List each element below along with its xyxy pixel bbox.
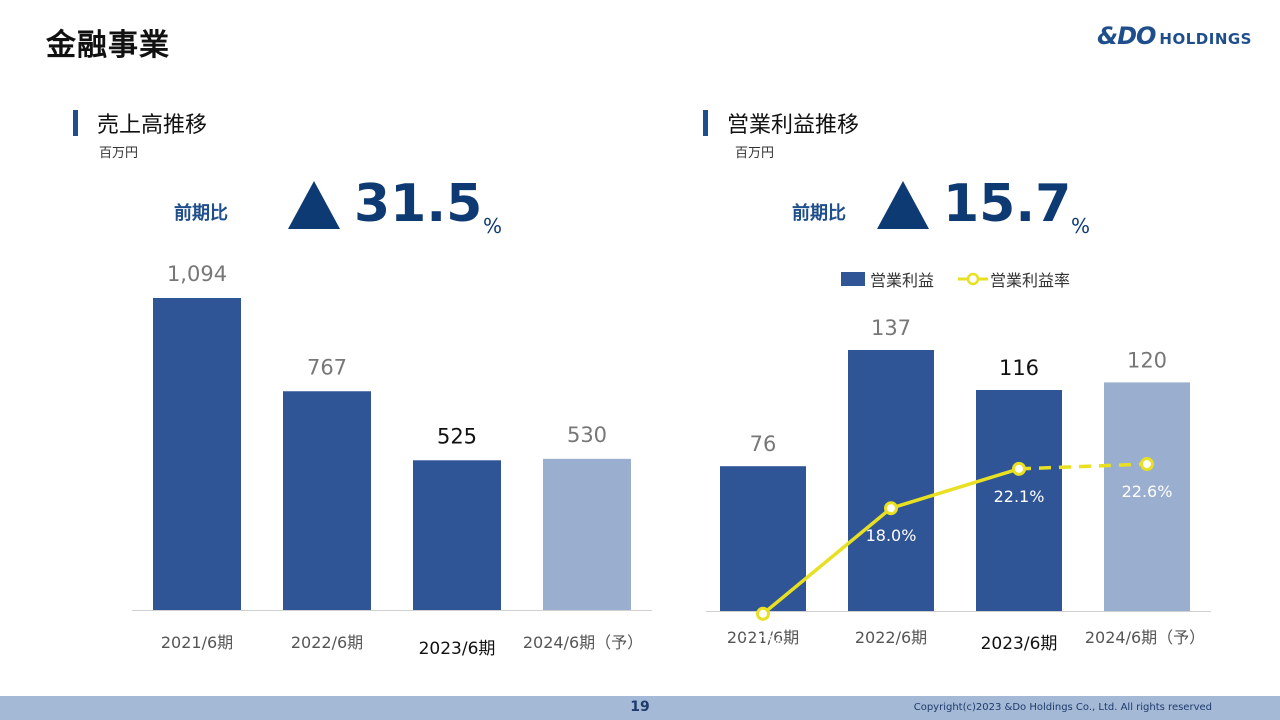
data-label: 137 bbox=[871, 316, 911, 340]
bar-2023/6期 bbox=[976, 390, 1062, 611]
data-label: 76 bbox=[750, 432, 777, 456]
bar-2023/6期 bbox=[413, 460, 501, 610]
data-label: 120 bbox=[1127, 348, 1167, 372]
margin-label: 18.0% bbox=[866, 526, 917, 545]
x-tick-label: 2021/6期 bbox=[727, 628, 799, 647]
data-label: 525 bbox=[437, 424, 477, 448]
right-yoy-label: 前期比 bbox=[792, 203, 846, 224]
margin-point bbox=[1012, 461, 1026, 476]
x-tick-label: 2022/6期 bbox=[855, 628, 927, 647]
margin-label: 22.1% bbox=[994, 487, 1045, 506]
margin-line-segment bbox=[761, 506, 893, 616]
bar-2024/6期（予） bbox=[543, 458, 631, 610]
margin-line-segment bbox=[890, 467, 1020, 510]
x-tick-label: 2023/6期 bbox=[981, 634, 1058, 654]
margin-point bbox=[1140, 457, 1154, 472]
x-tick-label: 2023/6期 bbox=[419, 639, 496, 659]
data-label: 1,094 bbox=[167, 262, 227, 286]
data-label: 116 bbox=[999, 356, 1039, 380]
left-section-title: 売上高推移 bbox=[97, 113, 208, 138]
x-tick-label: 2022/6期 bbox=[291, 633, 363, 652]
sales-bar-chart: 1,094 2021/6期 767 2022/6期 525 2023/6期 530 2024/… bbox=[132, 262, 652, 659]
margin-label: 7.0% bbox=[743, 632, 784, 651]
legend-line-marker bbox=[966, 272, 980, 286]
footer-bar: 19 Copyright(c)2023 &Do Holdings Co., Lt… bbox=[0, 696, 1280, 720]
right-unit: 百万円 bbox=[735, 146, 775, 161]
right-yoy-percent: % bbox=[1071, 214, 1091, 238]
left-unit: 百万円 bbox=[99, 146, 139, 161]
legend-bar-label: 営業利益 bbox=[870, 271, 934, 290]
bar-2022/6期 bbox=[283, 391, 371, 610]
margin-point bbox=[884, 501, 898, 516]
bar-2021/6期 bbox=[153, 298, 241, 610]
page-number: 19 bbox=[630, 699, 650, 715]
margin-point bbox=[756, 606, 770, 621]
legend-line-label: 営業利益率 bbox=[990, 271, 1070, 290]
left-yoy-label: 前期比 bbox=[174, 203, 228, 224]
bar-2024/6期（予） bbox=[1104, 382, 1190, 611]
logo-sub: HOLDINGS bbox=[1159, 30, 1252, 48]
data-label: 530 bbox=[567, 423, 607, 447]
legend-bar-swatch bbox=[841, 272, 865, 286]
left-yoy-value: 31.5 bbox=[354, 174, 483, 234]
right-yoy-value: 15.7 bbox=[943, 174, 1072, 234]
copyright: Copyright(c)2023 &Do Holdings Co., Ltd. … bbox=[913, 702, 1212, 713]
bar-2021/6期 bbox=[720, 466, 806, 611]
x-tick-label: 2024/6期（予） bbox=[1085, 628, 1205, 647]
up-triangle-icon bbox=[877, 181, 929, 229]
section-marker-left bbox=[73, 110, 78, 136]
up-triangle-icon bbox=[288, 181, 340, 229]
right-section-title: 営業利益推移 bbox=[727, 113, 860, 138]
section-marker-right bbox=[703, 110, 708, 136]
company-logo: &DO HOLDINGS bbox=[1097, 22, 1252, 50]
x-tick-label: 2024/6期（予） bbox=[523, 633, 643, 652]
margin-label: 22.6% bbox=[1122, 482, 1173, 501]
logo-main: &DO bbox=[1097, 22, 1156, 50]
bar-2022/6期 bbox=[848, 350, 934, 611]
margin-line-segment bbox=[1018, 462, 1148, 471]
left-yoy-percent: % bbox=[483, 214, 503, 238]
page-title: 金融事業 bbox=[46, 28, 170, 63]
data-label: 767 bbox=[307, 355, 347, 379]
x-tick-label: 2021/6期 bbox=[161, 633, 233, 652]
